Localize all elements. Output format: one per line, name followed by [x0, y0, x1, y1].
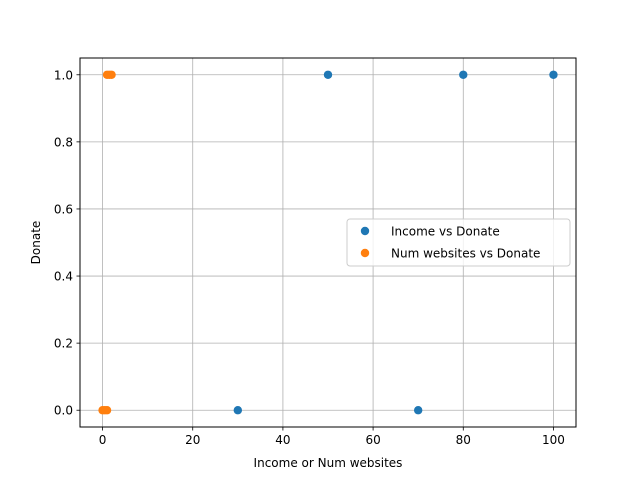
x-axis-label: Income or Num websites	[254, 456, 403, 470]
x-tick-label: 60	[365, 433, 380, 447]
legend: Income vs Donate Num websites vs Donate	[346, 218, 571, 267]
y-tick-label: 0.0	[54, 404, 73, 418]
scatter-point	[233, 406, 243, 415]
data-points	[98, 70, 558, 415]
y-tick-label: 0.2	[54, 337, 73, 351]
y-tick-label: 0.8	[54, 135, 73, 149]
axis-ticks: 0 20 40 60 80 100 0.0 0.2 0.4 0.6 0.8 1.0	[54, 68, 565, 447]
y-tick-label: 0.4	[54, 270, 73, 284]
legend-marker	[360, 248, 370, 258]
legend-label: Income vs Donate	[391, 225, 500, 239]
x-tick-label: 20	[185, 433, 200, 447]
scatter-point	[105, 70, 114, 79]
y-axis-label: Donate	[29, 221, 43, 265]
scatter-point	[413, 406, 423, 415]
legend-marker	[360, 226, 370, 236]
scatter-point	[459, 70, 468, 79]
x-tick-label: 80	[456, 433, 471, 447]
grid-lines	[80, 58, 576, 427]
legend-label: Num websites vs Donate	[391, 247, 540, 261]
x-tick-label: 40	[275, 433, 290, 447]
x-tick-label: 0	[99, 433, 107, 447]
legend-box	[346, 218, 571, 267]
series-2-points	[98, 70, 116, 415]
plot-area-frame	[79, 57, 577, 428]
x-tick-label: 100	[542, 433, 565, 447]
series-1-points	[233, 70, 558, 415]
scatter-point	[323, 70, 333, 79]
y-tick-label: 1.0	[54, 68, 73, 82]
scatter-point	[549, 70, 558, 79]
scatter-point	[100, 406, 110, 415]
y-tick-label: 0.6	[54, 202, 73, 216]
